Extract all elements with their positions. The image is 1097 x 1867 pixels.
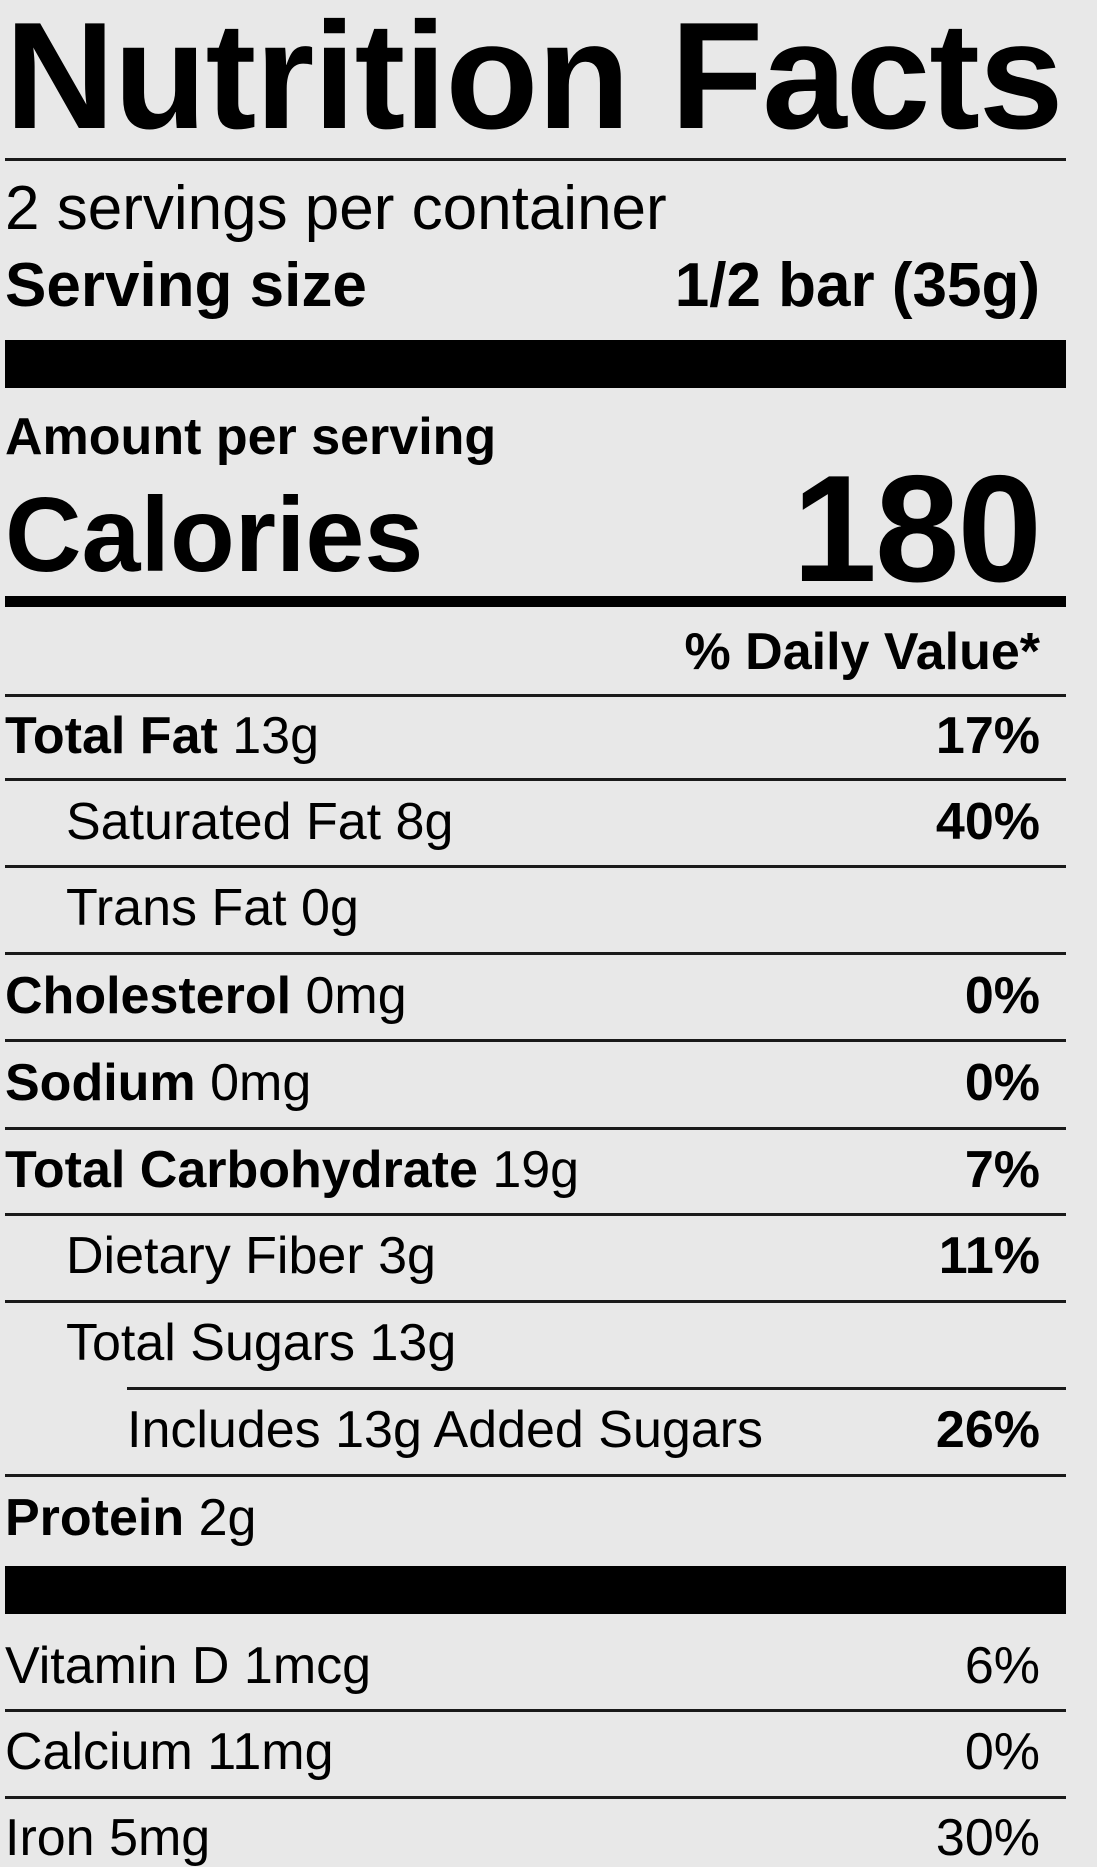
amount-per-serving: Amount per serving [5,408,497,466]
nutrient-name: Saturated Fat [66,793,382,851]
vitamin-amount: 1mcg [243,1637,372,1695]
divider [5,694,1066,697]
vitamin-name: Vitamin D [5,1637,230,1695]
label-title: Nutrition Facts [5,0,1063,161]
divider [5,1796,1066,1799]
divider [5,1300,1066,1303]
vitamin-row-calcium: Calcium 11mg [5,1726,334,1778]
serving-size-label: Serving size [5,251,367,320]
nutrient-name: Includes 13g Added Sugars [127,1401,764,1459]
nutrient-dv: 7% [964,1141,1040,1199]
divider [5,1039,1066,1042]
nutrient-amount: 13g [232,707,320,765]
nutrient-name: Cholesterol [5,967,292,1025]
nutrient-row-dietary-fiber: Dietary Fiber 3g [66,1230,436,1282]
divider [5,158,1066,161]
calories-label: Calories [5,476,424,594]
nutrient-row-total-fat: Total Fat 13g [5,710,319,762]
thick-divider [5,1566,1066,1614]
divider [5,1474,1066,1477]
vitamin-row-iron: Iron 5mg [5,1812,210,1864]
nutrient-amount: 19g [492,1141,580,1199]
calories-value: 180 [792,444,1042,614]
divider [5,952,1066,955]
vitamin-amount: 11mg [207,1723,334,1781]
nutrient-dv: 26% [935,1401,1040,1459]
nutrient-row-protein: Protein 2g [5,1492,256,1544]
nutrient-amount: 0mg [210,1054,312,1112]
nutrient-dv: 17% [935,707,1040,765]
thick-divider [5,340,1066,388]
nutrient-name: Dietary Fiber [66,1227,364,1285]
daily-value-header: % Daily Value* [684,623,1040,681]
divider [5,1709,1066,1712]
nutrient-dv: 11% [938,1227,1040,1285]
nutrient-amount: 0mg [305,967,407,1025]
divider [5,865,1066,868]
vitamin-dv: 0% [964,1723,1040,1781]
nutrient-amount: 2g [198,1489,257,1547]
nutrient-name: Sodium [5,1054,196,1112]
nutrient-amount: 13g [369,1314,457,1372]
divider [5,1127,1066,1130]
divider [5,778,1066,781]
nutrient-row-added-sugars: Includes 13g Added Sugars [127,1404,763,1456]
divider [127,1387,1066,1390]
vitamin-dv: 30% [935,1809,1040,1867]
vitamin-row-vitamin-d: Vitamin D 1mcg [5,1640,371,1692]
nutrient-amount: 8g [395,793,454,851]
nutrient-amount: 0g [301,879,359,937]
nutrient-name: Trans Fat [66,879,287,937]
nutrient-row-trans-fat: Trans Fat 0g [66,882,359,934]
vitamin-dv: 6% [964,1637,1040,1695]
nutrient-row-sodium: Sodium 0mg [5,1057,311,1109]
nutrient-amount: 3g [378,1227,436,1285]
medium-divider [5,596,1066,607]
nutrient-name: Total Sugars [66,1314,356,1372]
nutrient-name: Total Fat [5,707,218,765]
nutrient-row-cholesterol: Cholesterol 0mg [5,970,407,1022]
nutrient-dv: 0% [964,967,1040,1025]
divider [5,1213,1066,1216]
nutrient-dv: 0% [964,1054,1040,1112]
nutrient-dv: 40% [935,793,1040,851]
vitamin-name: Iron [5,1809,95,1867]
nutrient-row-saturated-fat: Saturated Fat 8g [66,796,453,848]
nutrient-name: Total Carbohydrate [5,1141,478,1199]
nutrient-name: Protein [5,1489,185,1547]
vitamin-amount: 5mg [109,1809,211,1867]
nutrient-row-total-carbohydrate: Total Carbohydrate 19g [5,1144,579,1196]
nutrition-facts-label: Nutrition Facts 2 servings per container… [5,0,1066,1864]
servings-per-container: 2 servings per container [5,174,667,243]
nutrient-row-total-sugars: Total Sugars 13g [66,1317,456,1369]
vitamin-name: Calcium [5,1723,193,1781]
serving-size-value: 1/2 bar (35g) [674,251,1040,320]
